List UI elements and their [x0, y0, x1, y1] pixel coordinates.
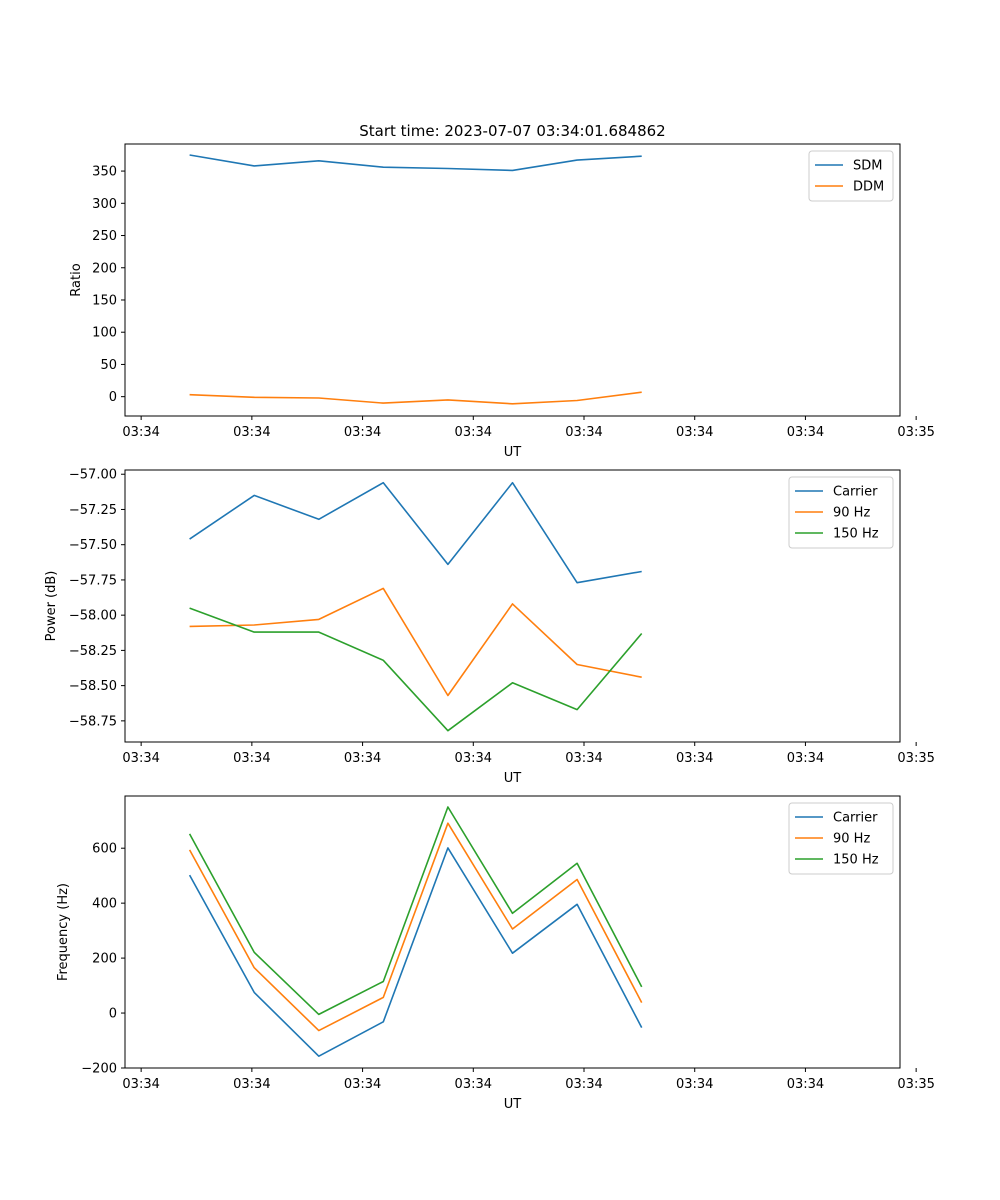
legend-label: Carrier	[833, 485, 878, 500]
legend-box	[808, 150, 894, 202]
legend-label: 90 Hz	[833, 832, 870, 847]
series-line-150-hz	[189, 607, 643, 732]
subplots: 03:34 03:34 03:34 03:34 03:34 03:34 03:34 03:35…	[44, 143, 935, 1112]
x-tick-label: 03:34	[455, 1077, 492, 1092]
series-line-90-hz	[189, 587, 642, 697]
x-tick-label: 03:34	[676, 425, 713, 440]
x-tick-label: 03:34	[122, 1077, 159, 1092]
x-tick-label: 03:34	[787, 425, 824, 440]
y-axis-label: Ratio	[69, 263, 84, 296]
figure-title: Start time: 2023-07-07 03:34:01.684862	[359, 122, 665, 140]
legend-box	[788, 802, 894, 875]
subplot-1: 03:34 03:34 03:34 03:34 03:34 03:34 03:34 03:35…	[69, 143, 935, 460]
y-axis-label: Power (dB)	[44, 571, 59, 642]
y-axis-label: Frequency (Hz)	[56, 883, 71, 981]
y-tick-label: −58.25	[69, 644, 117, 659]
subplot-3: 03:34 03:34 03:34 03:34 03:34 03:34 03:34 03:35…	[56, 795, 935, 1112]
y-tick-label: 0	[109, 390, 117, 405]
x-tick-label: 03:34	[787, 751, 824, 766]
x-tick-label: 03:34	[565, 1077, 602, 1092]
series-line-ddm	[189, 391, 642, 405]
x-tick-label: 03:34	[344, 1077, 381, 1092]
axes-frame	[124, 795, 901, 1069]
y-tick-label: −57.75	[69, 573, 117, 588]
series-line-carrier	[189, 481, 642, 584]
x-axis-label: UT	[504, 771, 522, 786]
y-tick-label: −57.50	[69, 538, 117, 553]
y-tick-label: 200	[92, 261, 117, 276]
axes-frame	[124, 143, 901, 417]
x-tick-label: 03:34	[676, 1077, 713, 1092]
x-tick-label: 03:34	[344, 425, 381, 440]
legend-label: Carrier	[833, 811, 878, 826]
x-tick-label: 03:34	[676, 751, 713, 766]
y-tick-label: −58.50	[69, 679, 117, 694]
x-axis-label: UT	[504, 1097, 522, 1112]
legend: Carrier 90 Hz 150 Hz	[788, 476, 894, 549]
legend-label: 150 Hz	[833, 527, 879, 542]
x-tick-label: 03:34	[565, 425, 602, 440]
x-tick-label: 03:35	[897, 751, 934, 766]
x-tick-label: 03:34	[455, 425, 492, 440]
x-tick-label: 03:35	[897, 1077, 934, 1092]
legend: SDM DDM	[808, 150, 894, 202]
axes-frame	[124, 469, 901, 743]
x-tick-label: 03:34	[122, 425, 159, 440]
y-tick-label: −57.00	[69, 468, 117, 483]
y-tick-label: 0	[109, 1007, 117, 1022]
y-tick-label: 400	[92, 897, 117, 912]
x-tick-label: 03:34	[122, 751, 159, 766]
legend-label: DDM	[853, 180, 884, 195]
legend-label: 90 Hz	[833, 506, 870, 521]
y-tick-label: 250	[92, 229, 117, 244]
legend: Carrier 90 Hz 150 Hz	[788, 802, 894, 875]
series-line-sdm	[189, 154, 642, 172]
series-line-150-hz	[188, 806, 643, 1016]
x-tick-label: 03:34	[233, 1077, 270, 1092]
legend-label: 150 Hz	[833, 853, 879, 868]
x-tick-label: 03:34	[787, 1077, 824, 1092]
y-tick-label: 200	[92, 952, 117, 967]
y-tick-label: −58.00	[69, 609, 117, 624]
legend-box	[788, 476, 894, 549]
y-tick-label: −58.75	[69, 714, 117, 729]
y-tick-label: −200	[81, 1062, 117, 1077]
y-tick-label: −57.25	[69, 503, 117, 518]
legend-label: SDM	[853, 159, 882, 174]
x-tick-label: 03:34	[233, 425, 270, 440]
x-tick-label: 03:34	[233, 751, 270, 766]
x-tick-label: 03:35	[897, 425, 934, 440]
y-tick-label: 50	[100, 358, 117, 373]
y-tick-label: 150	[92, 293, 117, 308]
x-tick-label: 03:34	[455, 751, 492, 766]
x-tick-label: 03:34	[565, 751, 602, 766]
subplot-2: 03:34 03:34 03:34 03:34 03:34 03:34 03:34 03:35…	[44, 468, 935, 786]
series-line-carrier	[188, 847, 643, 1057]
y-tick-label: 300	[92, 197, 117, 212]
y-tick-label: 100	[92, 326, 117, 341]
x-axis-label: UT	[504, 445, 522, 460]
y-tick-label: 350	[92, 165, 117, 180]
series-line-90-hz	[188, 822, 643, 1032]
y-tick-label: 600	[92, 842, 117, 857]
x-tick-label: 03:34	[344, 751, 381, 766]
